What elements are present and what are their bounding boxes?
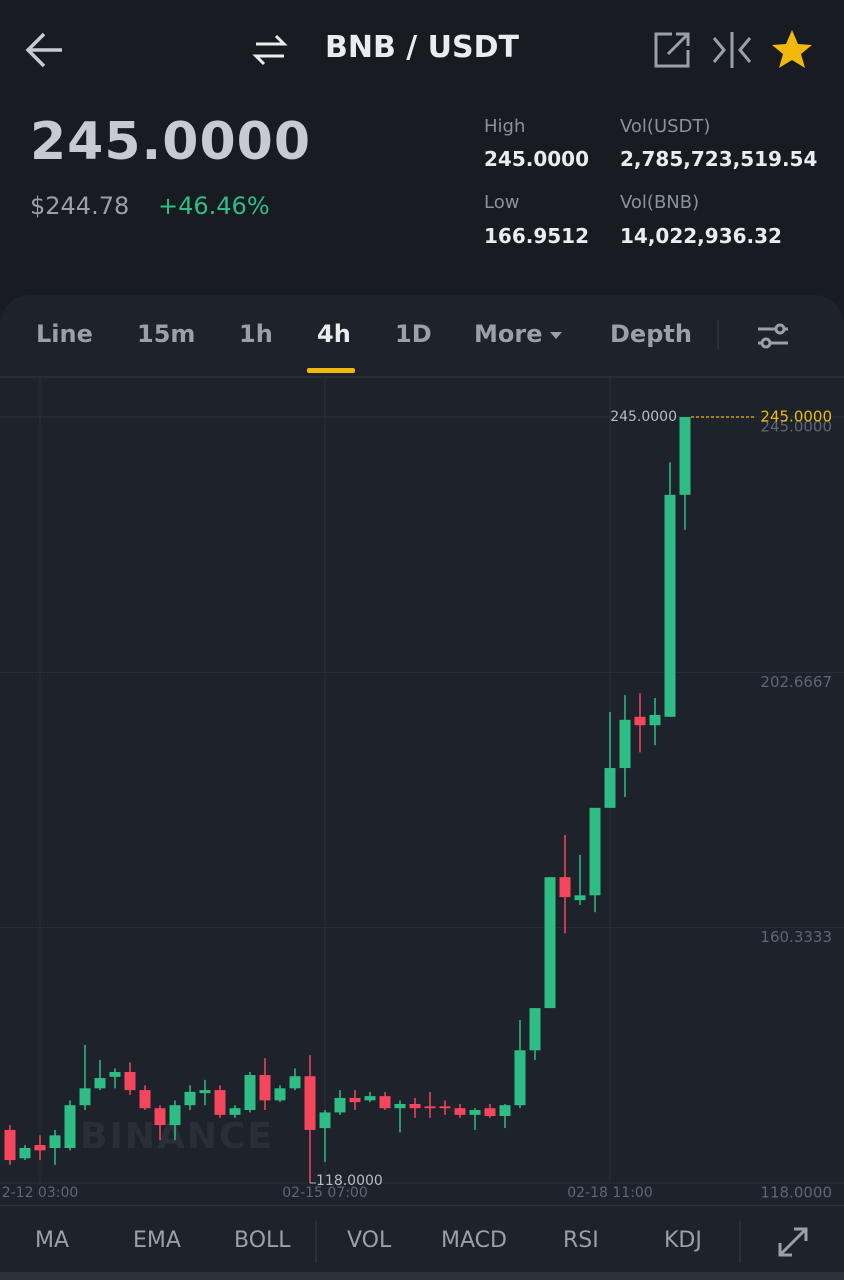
stat-value: 14,022,936.32	[620, 224, 782, 248]
y-tick-label: 245.0000	[760, 418, 832, 436]
candle-body	[544, 877, 556, 1009]
candle-body	[349, 1097, 361, 1103]
tab[interactable]: 4h	[317, 320, 351, 348]
y-tick-label: 118.0000	[760, 1183, 832, 1201]
low-marker: 118.0000	[316, 1173, 383, 1189]
candle-body	[679, 417, 691, 495]
candle-body	[604, 768, 616, 808]
candle-body	[304, 1076, 316, 1130]
candlestick-chart: 2-12 03:00 02-15 07:00 02-18 11:00 245.0000…	[0, 378, 844, 1201]
candle-body	[139, 1090, 151, 1109]
header-icons	[25, 30, 812, 68]
price-change: +46.46%	[158, 192, 270, 220]
candle-body	[109, 1072, 121, 1077]
nav-strip	[0, 1272, 844, 1280]
high-marker: 245.0000	[610, 409, 677, 425]
candle-body	[34, 1144, 46, 1151]
candle-body	[49, 1135, 61, 1149]
candle-body	[394, 1103, 406, 1109]
indicator-tab[interactable]: KDJ	[664, 1228, 702, 1253]
candle-body	[439, 1106, 451, 1109]
candle-body	[94, 1078, 106, 1089]
back-button[interactable]	[25, 32, 62, 68]
x-tick-label: 02-18 11:00	[567, 1185, 652, 1201]
candle-body	[274, 1088, 286, 1101]
y-tick-label: 202.6667	[760, 673, 832, 691]
last-price-label: 245.0000	[760, 408, 832, 426]
tab[interactable]: 1D	[395, 320, 432, 348]
y-tick-label: 160.3333	[760, 928, 832, 946]
candle-body	[454, 1108, 466, 1115]
candle-body	[649, 714, 661, 726]
tab[interactable]: 1h	[239, 320, 273, 348]
stat-label: High	[484, 116, 526, 137]
candle-body	[259, 1075, 271, 1101]
active-tab-underline	[307, 368, 355, 373]
tab[interactable]: Line	[36, 320, 93, 348]
candle-body	[559, 877, 571, 898]
candle-body	[154, 1108, 166, 1126]
candle-body	[289, 1076, 301, 1089]
indicator-tab[interactable]: EMA	[133, 1228, 181, 1253]
candle-body	[529, 1008, 541, 1051]
compare-button[interactable]	[712, 32, 752, 68]
candle-body	[589, 807, 601, 896]
candle-body	[214, 1090, 226, 1115]
candle-body	[664, 494, 676, 717]
x-tick-label: 02-15 07:00	[282, 1185, 367, 1201]
candle-body	[574, 895, 586, 901]
share-button[interactable]	[654, 32, 690, 68]
x-tick-label: 2-12 03:00	[2, 1185, 79, 1201]
candle-body	[499, 1105, 511, 1117]
candle-body	[514, 1050, 526, 1106]
stat-value: 166.9512	[484, 224, 590, 248]
settings-knob	[760, 337, 772, 349]
candle-body	[484, 1108, 496, 1117]
candle-body	[319, 1112, 331, 1129]
candle-body	[169, 1105, 181, 1126]
candle-body	[244, 1075, 256, 1111]
stat-label: Vol(USDT)	[620, 116, 711, 137]
candle-body	[379, 1096, 391, 1109]
chart-panel	[0, 295, 844, 1280]
candle-body	[334, 1097, 346, 1113]
candle-body	[79, 1088, 91, 1106]
fullscreen-button[interactable]	[778, 1227, 808, 1257]
candle-body	[199, 1090, 211, 1094]
candle-body	[634, 716, 646, 726]
candle-body	[124, 1072, 136, 1091]
indicator-bar	[0, 1205, 844, 1280]
candle-body	[469, 1110, 481, 1115]
stat-value: 245.0000	[484, 147, 590, 171]
settings-knob	[774, 323, 786, 335]
candle-body	[19, 1148, 31, 1159]
candle-body	[64, 1105, 76, 1149]
indicator-tab[interactable]: RSI	[563, 1228, 599, 1253]
tab[interactable]: 15m	[137, 320, 196, 348]
stat-label: Low	[484, 192, 520, 213]
tab[interactable]: More	[474, 320, 543, 348]
tab-icons	[0, 320, 844, 378]
more-caret	[550, 332, 562, 339]
tab[interactable]: Depth	[610, 320, 692, 348]
candle-body	[229, 1108, 241, 1115]
candle-body	[4, 1129, 16, 1161]
indicator-tab[interactable]: VOL	[347, 1228, 392, 1253]
favorite-star[interactable]	[772, 30, 812, 68]
candle-body	[364, 1096, 376, 1101]
indicator-tab[interactable]: BOLL	[234, 1228, 291, 1253]
indicator-tab[interactable]: MA	[35, 1228, 70, 1253]
swap-icon[interactable]	[252, 34, 288, 66]
last-price: 245.0000	[30, 112, 312, 172]
pair-title: BNB / USDT	[324, 30, 520, 65]
indicator-tab[interactable]: MACD	[441, 1228, 507, 1253]
stat-label: Vol(BNB)	[620, 192, 700, 213]
candle-body	[409, 1103, 421, 1109]
candle-body	[184, 1091, 196, 1106]
stat-value: 2,785,723,519.54	[620, 147, 818, 171]
usd-price: $244.78	[30, 192, 130, 220]
candle-body	[424, 1106, 436, 1109]
candle-body	[619, 719, 631, 769]
